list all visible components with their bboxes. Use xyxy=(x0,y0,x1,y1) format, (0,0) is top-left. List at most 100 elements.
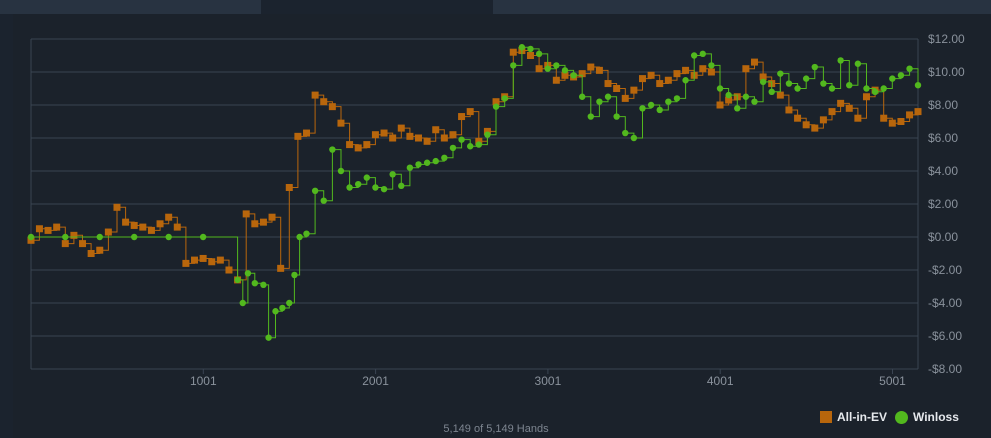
point-marker xyxy=(716,101,724,109)
point-marker xyxy=(251,220,259,228)
point-marker xyxy=(492,103,500,110)
y-tick-label: $10.00 xyxy=(928,65,965,79)
point-marker xyxy=(820,80,827,87)
legend-label-winloss: Winloss xyxy=(913,410,959,424)
point-marker xyxy=(320,98,328,106)
point-marker xyxy=(372,184,379,191)
point-marker xyxy=(380,129,388,137)
point-marker xyxy=(647,101,655,109)
y-tick-label: -$2.00 xyxy=(928,263,962,277)
point-marker xyxy=(897,72,905,79)
point-marker xyxy=(466,108,474,116)
point-marker xyxy=(725,96,733,104)
point-marker xyxy=(604,93,612,100)
point-marker xyxy=(191,256,199,264)
point-marker xyxy=(759,73,767,81)
point-marker xyxy=(61,240,69,248)
point-marker xyxy=(889,75,896,82)
point-marker xyxy=(664,76,672,84)
point-marker xyxy=(708,62,715,69)
point-marker xyxy=(742,93,750,100)
legend-item-all-in-ev[interactable]: All-in-EV xyxy=(820,410,887,424)
x-tick-label: 2001 xyxy=(362,374,389,388)
legend-item-winloss[interactable]: Winloss xyxy=(895,410,959,424)
point-marker xyxy=(673,95,681,102)
point-marker xyxy=(337,119,345,127)
point-marker xyxy=(596,98,603,105)
point-marker xyxy=(398,182,405,190)
point-marker xyxy=(475,141,483,148)
x-tick-label: 3001 xyxy=(535,374,562,388)
point-marker xyxy=(725,91,732,99)
point-marker xyxy=(371,131,379,139)
point-marker xyxy=(656,106,663,114)
point-marker xyxy=(914,108,922,116)
y-tick-label: -$4.00 xyxy=(928,296,962,310)
point-marker xyxy=(526,52,534,59)
point-marker xyxy=(880,114,888,122)
point-marker xyxy=(561,67,569,74)
point-marker xyxy=(242,210,250,218)
point-marker xyxy=(578,70,586,78)
tab-right[interactable] xyxy=(493,0,991,14)
point-marker xyxy=(268,213,276,221)
point-marker xyxy=(656,80,664,88)
point-marker xyxy=(53,223,61,231)
point-marker xyxy=(449,144,457,152)
point-marker xyxy=(27,233,35,241)
point-marker xyxy=(260,281,267,289)
point-marker xyxy=(346,184,353,191)
point-marker xyxy=(837,57,844,64)
point-marker xyxy=(182,259,190,267)
point-marker xyxy=(527,45,534,53)
point-marker xyxy=(570,72,577,79)
point-marker xyxy=(673,70,681,78)
point-marker xyxy=(751,98,758,105)
y-tick-label: $2.00 xyxy=(928,197,958,211)
point-marker xyxy=(544,65,551,72)
point-marker xyxy=(234,276,241,284)
point-marker xyxy=(199,254,207,262)
point-marker xyxy=(328,103,336,111)
point-marker xyxy=(216,256,224,264)
point-marker xyxy=(397,124,405,132)
point-marker xyxy=(750,58,758,66)
point-marker xyxy=(265,334,272,341)
tab-left[interactable] xyxy=(0,0,261,14)
point-marker xyxy=(906,65,913,72)
point-marker xyxy=(96,233,103,241)
point-marker xyxy=(794,85,801,92)
point-marker xyxy=(165,213,173,221)
point-marker xyxy=(509,48,517,56)
point-marker xyxy=(699,50,706,58)
point-marker xyxy=(682,77,689,84)
point-marker xyxy=(621,94,629,102)
point-marker xyxy=(501,95,508,102)
point-marker xyxy=(802,75,810,82)
point-marker xyxy=(475,137,483,145)
point-marker xyxy=(423,159,431,166)
point-marker xyxy=(87,250,95,257)
point-marker xyxy=(768,88,775,96)
axis-layer: $12.00 $10.00 $8.00 $6.00 $4.00 $2.00 $0.00 -$2… xyxy=(190,32,965,388)
point-marker xyxy=(286,299,293,307)
point-marker xyxy=(311,91,319,99)
point-marker xyxy=(802,121,810,129)
point-marker xyxy=(854,114,862,122)
point-marker xyxy=(492,98,500,106)
point-marker xyxy=(845,104,853,112)
point-marker xyxy=(630,86,638,94)
series-winloss xyxy=(27,44,922,341)
y-tick-label: -$8.00 xyxy=(928,362,962,376)
point-marker xyxy=(785,106,793,114)
point-marker xyxy=(79,240,87,248)
point-marker xyxy=(239,299,246,307)
point-marker xyxy=(122,218,130,226)
point-marker xyxy=(441,154,448,161)
point-marker xyxy=(285,184,293,191)
point-marker xyxy=(897,118,905,125)
point-marker xyxy=(363,141,371,149)
point-marker xyxy=(346,141,354,149)
point-marker xyxy=(130,221,138,229)
point-marker xyxy=(665,98,672,105)
